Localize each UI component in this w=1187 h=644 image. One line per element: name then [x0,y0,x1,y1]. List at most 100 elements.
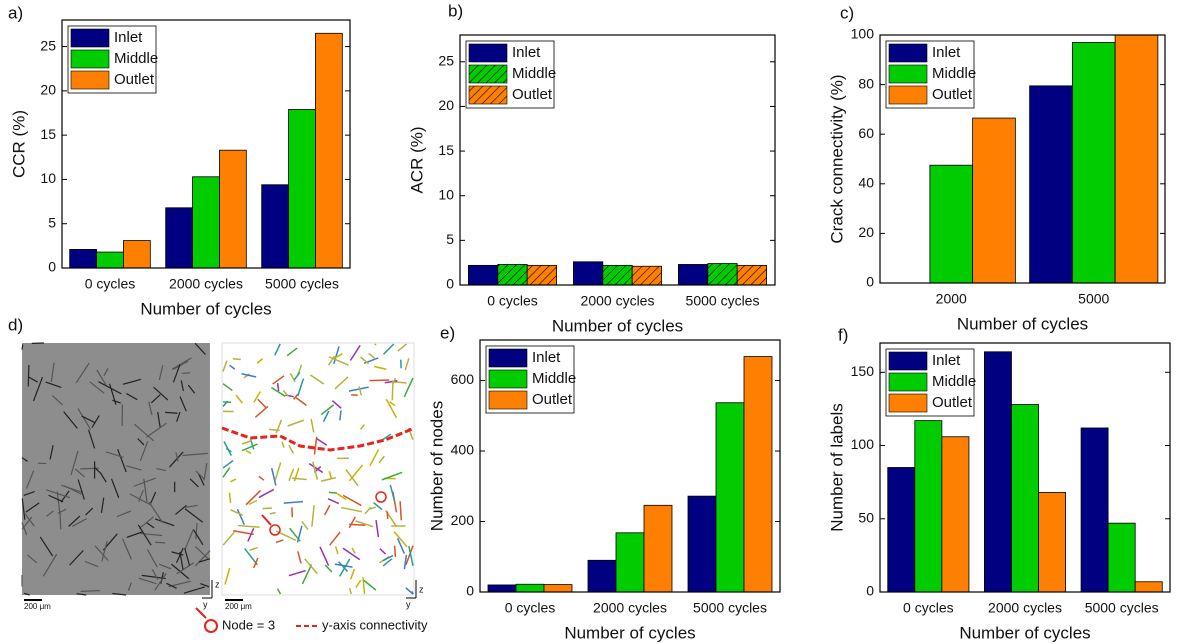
crack [26,554,38,564]
bar [467,264,499,286]
segment [293,371,301,381]
segment [320,404,335,416]
segment [254,405,269,418]
crack [49,445,54,460]
segment [340,506,362,513]
segment [222,460,234,469]
segment [235,394,244,404]
crack [21,457,28,462]
segment [342,547,361,561]
crack [70,450,79,476]
plot-frame [879,34,1166,284]
bar [602,264,633,286]
bar [707,263,738,286]
crack [68,515,81,527]
crack [84,560,99,568]
crack [182,452,208,457]
segment [256,358,264,364]
crack [194,550,211,567]
y-tick-label: 25 [40,37,56,53]
segment [222,467,231,478]
crack [179,551,184,570]
segment [230,478,237,483]
crack [88,429,96,449]
crack [77,408,92,431]
crack [187,384,196,394]
segment [324,564,333,573]
crack-pattern [21,342,211,596]
legend-swatch [468,64,508,84]
crack [116,510,132,518]
x-axis-label: Number of cycles [957,314,1088,333]
crack [127,582,132,591]
segment [295,396,307,406]
crack [194,342,206,355]
crack [51,395,64,406]
legend-label: Inlet [932,352,961,369]
crack [137,524,152,546]
segment [232,357,241,361]
segment-pattern [222,343,414,595]
segment [288,569,306,577]
segment [224,567,231,585]
legend-label: Middle [512,65,556,82]
segment [237,524,260,528]
bar [573,261,604,286]
segment [327,355,336,366]
y-tick-label: 0 [866,583,874,599]
segment [283,500,304,504]
segment [399,501,403,521]
legend-swatch [488,348,528,368]
segment [334,376,349,390]
segment [393,531,408,548]
segment [287,419,305,427]
connectivity-path [221,426,415,452]
bar [1011,404,1039,593]
crack [134,423,155,442]
crack [75,362,90,384]
segment [349,344,361,361]
legend-swatch [888,85,928,105]
segment [230,509,243,516]
segment [373,502,383,511]
node-marker [269,524,281,536]
legend-label: Middle [932,65,976,82]
segment [245,449,252,455]
crack [183,586,205,594]
segment [339,410,342,421]
legend-label: Middle [532,370,576,387]
crack [129,493,152,506]
segment [222,360,228,372]
segment [297,551,302,564]
segment [355,520,374,528]
x-axis-label: Number of cycles [552,316,683,335]
segment [338,561,349,573]
segment [369,379,390,382]
crack [172,364,181,383]
crack [189,478,199,488]
bar [972,117,1016,284]
crack [155,541,166,544]
crack [184,508,204,523]
segment [272,375,285,385]
segment [408,545,414,566]
y-tick-label: 400 [451,442,475,458]
crack [71,518,87,527]
bar [678,264,709,286]
y-tick-label: 10 [40,170,56,186]
image-panel: d) 200 μm 200 μm z y z y Node = 3 y-axis… [8,315,428,633]
segment [249,546,258,551]
crack [175,504,187,515]
segment [282,390,289,397]
crack [59,513,62,530]
crack [105,451,124,458]
segment [288,444,294,454]
segment [244,548,258,566]
legend-swatch [468,85,508,105]
bar [743,356,773,593]
crack [112,399,121,404]
y-tick-label: 0 [866,274,874,290]
segment [241,439,252,445]
